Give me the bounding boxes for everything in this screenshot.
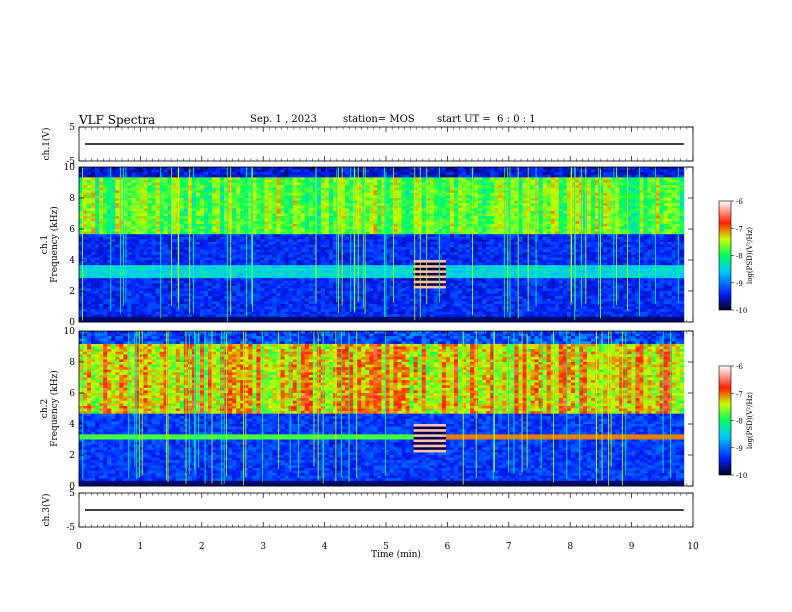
x-tick-label: 8 [567, 542, 573, 552]
colorbar-tick-label: -10 [736, 307, 747, 315]
x-tick-label: 0 [76, 542, 82, 552]
colorbar-tick-label: -8 [736, 253, 743, 261]
colorbar-tick-label: -6 [736, 198, 743, 206]
y-tick-label: 4 [69, 256, 75, 266]
y-tick-label: 5 [69, 123, 75, 133]
y-tick-label: 6 [69, 225, 75, 235]
y-tick-label: -5 [66, 523, 75, 533]
y-tick-label: 6 [69, 389, 75, 399]
colorbar-label: log(PSD)(V²/Hz) [746, 227, 754, 284]
colorbar-tick-label: -8 [736, 418, 743, 426]
x-tick-label: 7 [506, 542, 512, 552]
x-tick-label: 4 [322, 542, 328, 552]
y-tick-label: 4 [69, 420, 75, 430]
x-axis-label: Time (min) [371, 549, 421, 560]
x-tick-label: 2 [199, 542, 205, 552]
spectrogram-ch1 [79, 167, 684, 322]
x-tick-label: 3 [260, 542, 266, 552]
colorbar [719, 366, 731, 475]
colorbar-tick-label: -9 [736, 445, 743, 453]
y-axis-label: ch.1 [40, 235, 50, 254]
x-tick-label: 6 [445, 542, 451, 552]
y-tick-label: 2 [69, 451, 75, 461]
y-tick-label: 8 [69, 358, 75, 368]
x-tick-label: 1 [138, 542, 144, 552]
y-axis-label: Frequency (kHz) [49, 206, 60, 283]
colorbar-tick-label: -9 [736, 280, 743, 288]
colorbar-label: log(PSD)(V²/Hz) [746, 392, 754, 449]
y-tick-label: 10 [64, 327, 76, 337]
colorbar-tick-label: -7 [736, 225, 743, 233]
y-axis-label: ch.1(V) [41, 128, 52, 161]
colorbar-tick-label: -7 [736, 390, 743, 398]
x-tick-label: 10 [687, 542, 699, 552]
y-tick-label: 2 [69, 287, 75, 297]
y-axis-label: ch.2 [40, 399, 50, 418]
y-axis-label: ch.3(V) [41, 494, 52, 527]
colorbar-tick-label: -6 [736, 363, 743, 371]
colorbar [719, 201, 731, 310]
colorbar-tick-label: -10 [736, 472, 747, 480]
y-axis-label: Frequency (kHz) [49, 370, 60, 447]
spectrogram-ch2 [79, 331, 684, 486]
y-tick-label: 10 [64, 163, 76, 173]
x-tick-label: 9 [629, 542, 635, 552]
y-tick-label: 5 [69, 489, 75, 499]
y-tick-label: 8 [69, 194, 75, 204]
